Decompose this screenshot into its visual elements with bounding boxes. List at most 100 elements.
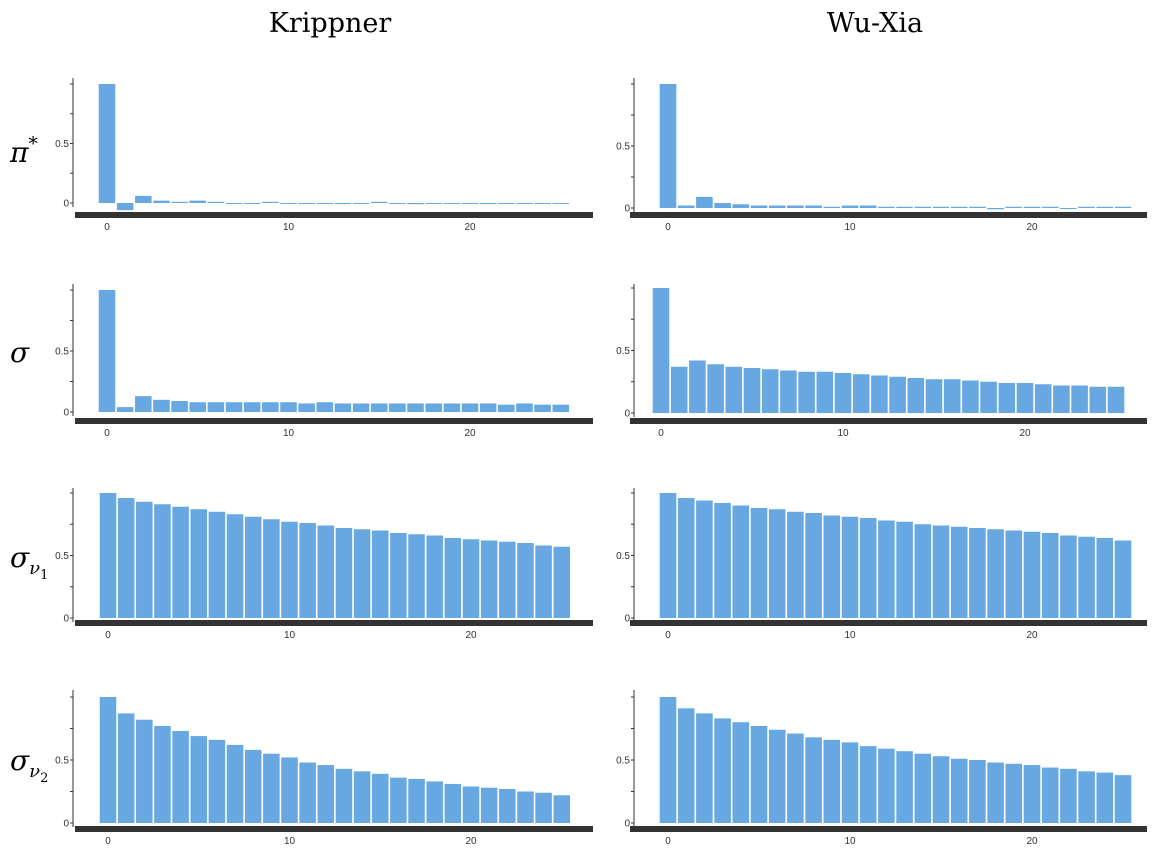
y-tick-label: 0.5 [55,551,69,562]
bar-lag-22 [499,788,516,823]
y-tick-label: 0.5 [616,346,630,357]
bar-lag-7 [787,511,804,618]
bar-lag-14 [352,203,370,204]
bar-lag-10 [280,402,297,412]
x-tick-label: 10 [284,630,296,641]
bar-lag-9 [263,519,280,618]
x-tick-label: 20 [464,428,476,439]
bar-lag-5 [743,368,761,413]
bar-lag-14 [353,529,371,618]
bar-lag-0 [99,493,117,618]
bar-lag-5 [189,402,207,412]
bar-lag-8 [805,737,822,823]
bar-lag-9 [816,371,834,413]
bar-lag-18 [987,529,1004,618]
bar-lag-15 [925,379,943,413]
bar-lag-5 [750,725,768,823]
bar-lag-14 [907,378,925,413]
bar-lag-3 [154,504,171,618]
bar-lag-8 [798,371,815,413]
bar-lag-20 [1023,206,1041,208]
bar-lag-25 [1114,206,1132,208]
bar-lag-24 [1096,538,1114,618]
bar-lag-1 [116,203,134,211]
bar-lag-13 [896,751,913,823]
bar-lag-16 [943,379,961,413]
bar-lag-25 [1107,386,1125,413]
bar-lag-9 [823,515,841,618]
x-axis-baseline [630,418,1147,424]
panel-krippner-row-2: 0 0.5 0 10 20 [55,488,593,641]
panel-krippner-row-1: 0 0.5 0 10 20 [55,284,593,439]
bar-lag-15 [371,773,389,823]
row-label-sigma: σ [10,336,30,369]
bar-lag-6 [768,205,786,208]
x-tick-label: 20 [1026,222,1038,233]
x-tick-label: 20 [464,222,476,233]
panel-wuxia-row-0: 0 0.5 0 10 20 [616,78,1147,233]
y-tick-label: 0 [624,819,630,830]
bar-lag-6 [768,729,786,823]
bar-lag-0 [99,697,117,823]
bar-lag-3 [714,718,731,823]
x-tick-label: 0 [104,222,110,233]
panel-wuxia-row-3: 0 0.5 0 10 20 [616,690,1147,847]
bar-lag-7 [225,203,243,204]
bar-lag-17 [969,206,986,208]
bar-lag-3 [707,364,724,413]
bar-lag-12 [878,520,895,618]
bar-lag-23 [1078,206,1095,208]
bar-lag-23 [517,791,534,823]
bar-lag-25 [553,795,571,823]
bar-lag-25 [1114,540,1132,618]
bar-lag-22 [1060,535,1077,618]
bar-lag-3 [153,200,170,203]
bar-lag-1 [677,498,695,618]
bar-lag-4 [171,201,188,203]
bar-lag-23 [1078,771,1095,823]
bar-lag-15 [932,756,950,823]
bar-lag-21 [1034,384,1052,413]
bar-lag-20 [1023,531,1041,618]
bar-lag-11 [299,762,316,823]
y-tick-label: 0 [624,614,630,625]
bar-lag-22 [1060,768,1077,823]
bar-lag-3 [154,725,171,823]
bar-lag-24 [535,545,552,618]
bar-lag-17 [407,403,424,412]
x-axis-baseline [75,418,593,424]
bar-lag-9 [823,739,841,823]
bar-lag-19 [1005,206,1023,208]
bar-lag-13 [334,403,352,412]
bar-lag-1 [117,498,135,618]
bar-lag-7 [226,744,244,823]
column-title-wuxia: Wu-Xia [827,8,923,39]
bar-lag-6 [207,201,225,203]
bar-lag-23 [516,403,533,412]
bar-lag-3 [714,203,731,208]
bar-lag-22 [498,203,515,204]
panel-wuxia-row-2: 0 0.5 0 10 20 [616,488,1147,641]
x-tick-label: 0 [104,428,110,439]
bar-lag-0 [98,84,116,203]
bar-lag-19 [443,403,461,412]
bar-lag-12 [316,203,334,204]
x-axis-baseline [630,212,1147,218]
bar-lag-13 [335,528,353,618]
bar-lag-12 [317,765,335,823]
bar-lag-18 [426,781,443,823]
x-tick-label: 10 [837,428,849,439]
bar-lag-0 [659,84,677,208]
x-tick-label: 20 [1019,428,1031,439]
bar-lag-13 [896,521,913,618]
bar-lag-6 [768,509,786,618]
bar-lag-2 [689,360,706,413]
bar-lag-9 [262,402,279,412]
bar-lag-6 [208,511,226,618]
bar-lag-11 [859,518,877,618]
bar-lag-7 [780,370,797,413]
bar-lag-12 [871,375,888,413]
x-tick-label: 10 [844,630,856,641]
bar-lag-10 [281,521,298,618]
x-tick-label: 20 [1026,836,1038,847]
